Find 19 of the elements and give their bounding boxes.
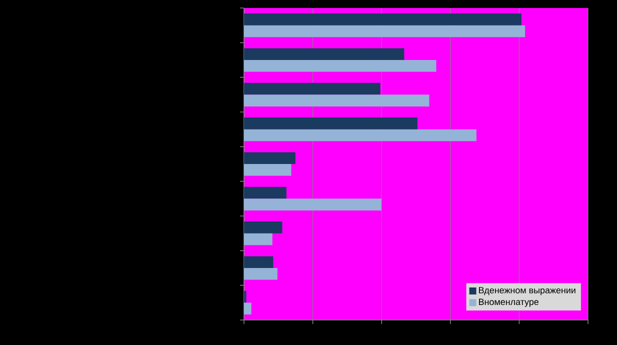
bar (244, 164, 292, 176)
bar (244, 222, 282, 234)
bar (244, 118, 418, 130)
bar (244, 198, 382, 210)
bar (244, 25, 526, 38)
bar (244, 48, 404, 60)
bar (244, 94, 430, 106)
bar (244, 256, 274, 268)
bar (244, 60, 436, 72)
bar (244, 268, 278, 280)
bar (244, 14, 522, 26)
bar (244, 152, 296, 164)
bar (244, 82, 380, 95)
legend-label: Вноменлатуре (479, 298, 538, 307)
bar (244, 233, 272, 246)
legend-label: Вденежном выражении (479, 287, 576, 296)
bar (244, 302, 252, 314)
bar (244, 129, 476, 142)
bar (244, 186, 286, 199)
